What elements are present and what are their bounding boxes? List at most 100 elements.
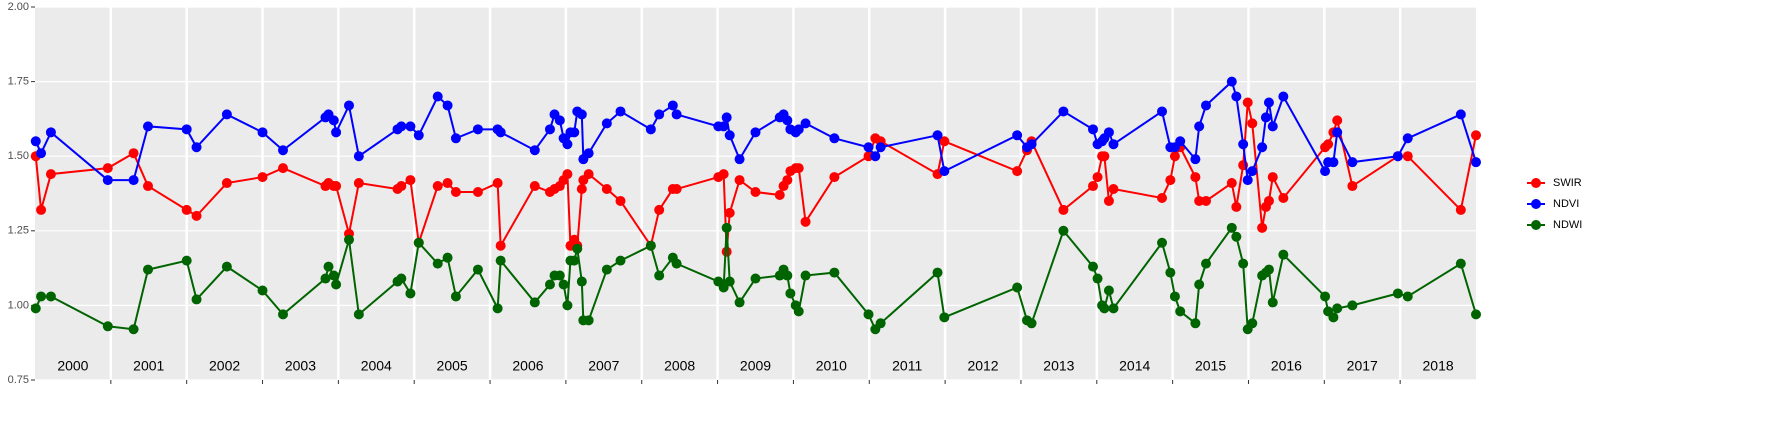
data-point <box>1169 291 1180 302</box>
data-point <box>793 124 804 135</box>
data-point <box>718 121 729 132</box>
year-label: 2012 <box>967 358 998 374</box>
data-point <box>576 276 587 287</box>
data-point <box>328 270 339 281</box>
data-point <box>1320 166 1331 177</box>
data-point <box>1012 130 1023 141</box>
data-point <box>800 270 811 281</box>
data-point <box>331 127 342 138</box>
data-point <box>671 184 682 195</box>
data-point <box>829 133 840 144</box>
data-point <box>1092 273 1103 284</box>
legend-swatch <box>1531 178 1541 188</box>
data-point <box>1231 91 1242 102</box>
data-point <box>45 169 56 180</box>
data-point <box>1169 151 1180 162</box>
data-point <box>30 136 41 147</box>
year-label: 2000 <box>57 358 88 374</box>
data-point <box>143 181 154 192</box>
data-point <box>1257 142 1268 153</box>
data-point <box>1328 157 1339 168</box>
data-point <box>143 264 154 275</box>
y-tick-label: 2.00 <box>8 1 29 13</box>
data-point <box>750 187 761 198</box>
data-point <box>1328 312 1339 323</box>
data-point <box>750 127 761 138</box>
data-point <box>1238 258 1249 269</box>
data-point <box>615 106 626 117</box>
data-point <box>432 181 443 192</box>
data-point <box>128 324 139 335</box>
data-point <box>353 151 364 162</box>
data-point <box>782 175 793 186</box>
data-point <box>774 189 785 200</box>
data-point <box>191 294 202 305</box>
data-point <box>645 240 656 251</box>
data-point <box>750 273 761 284</box>
data-point <box>102 321 113 332</box>
data-point <box>1332 303 1343 314</box>
data-point <box>181 255 192 266</box>
data-point <box>1012 282 1023 293</box>
data-point <box>863 309 874 320</box>
data-point <box>721 222 732 233</box>
data-point <box>654 270 665 281</box>
data-point <box>734 154 745 165</box>
data-point <box>932 130 943 141</box>
data-point <box>932 267 943 278</box>
data-point <box>102 163 113 174</box>
data-point <box>601 184 612 195</box>
data-point <box>569 127 580 138</box>
data-point <box>442 100 453 111</box>
data-point <box>1402 133 1413 144</box>
data-point <box>1190 318 1201 329</box>
data-point <box>36 204 47 215</box>
data-point <box>36 148 47 159</box>
year-label: 2005 <box>437 358 468 374</box>
data-point <box>667 100 678 111</box>
year-label: 2010 <box>816 358 847 374</box>
data-point <box>1157 237 1168 248</box>
data-point <box>492 178 503 189</box>
data-point <box>671 258 682 269</box>
data-point <box>724 207 735 218</box>
data-point <box>221 178 232 189</box>
data-point <box>583 315 594 326</box>
data-point <box>785 288 796 299</box>
data-point <box>102 175 113 186</box>
data-point <box>181 204 192 215</box>
data-point <box>671 109 682 120</box>
data-point <box>328 115 339 126</box>
data-point <box>1026 318 1037 329</box>
data-point <box>495 255 506 266</box>
y-tick-label: 1.00 <box>8 299 29 311</box>
series-line <box>34 225 1477 332</box>
data-point <box>1226 222 1237 233</box>
data-point <box>495 240 506 251</box>
data-point <box>128 148 139 159</box>
data-point <box>615 255 626 266</box>
data-point <box>601 118 612 129</box>
data-point <box>353 309 364 320</box>
data-point <box>1165 267 1176 278</box>
year-label: 2001 <box>133 358 164 374</box>
data-point <box>875 318 886 329</box>
data-point <box>1347 181 1358 192</box>
data-point <box>257 285 268 296</box>
data-point <box>654 109 665 120</box>
data-point <box>1194 279 1205 290</box>
data-point <box>529 181 540 192</box>
data-point <box>1194 121 1205 132</box>
data-point <box>793 306 804 317</box>
data-point <box>1058 204 1069 215</box>
data-point <box>1103 285 1114 296</box>
data-point <box>442 252 453 263</box>
data-point <box>1201 100 1212 111</box>
data-point <box>1347 157 1358 168</box>
data-point <box>450 187 461 198</box>
data-point <box>221 109 232 120</box>
y-tick-label: 1.75 <box>8 76 29 88</box>
data-point <box>1099 303 1110 314</box>
data-point <box>1175 306 1186 317</box>
data-point <box>492 303 503 314</box>
